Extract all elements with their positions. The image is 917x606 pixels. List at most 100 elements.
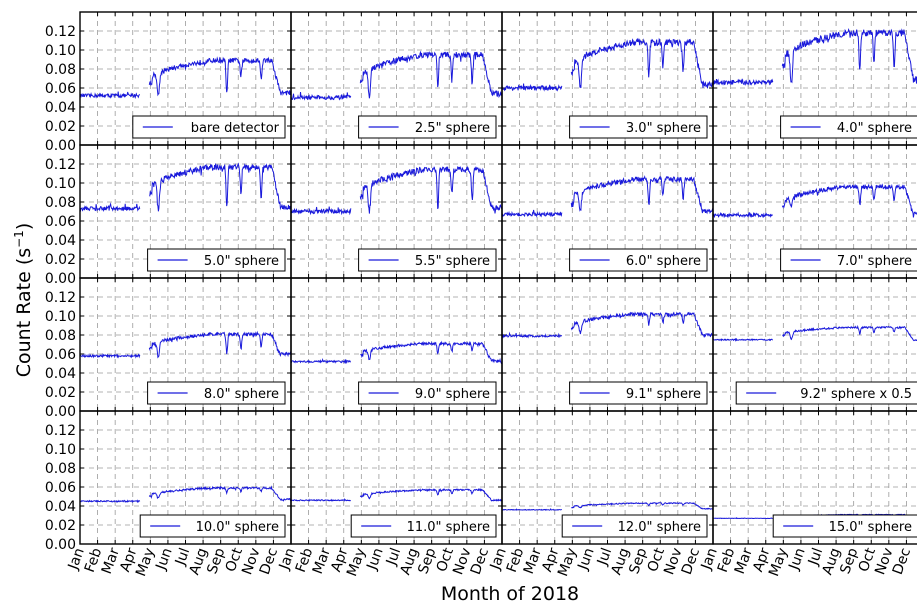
series-line-pre-gap xyxy=(501,209,563,218)
series-line-post-gap xyxy=(781,27,917,84)
series-line-pre-gap xyxy=(712,338,773,342)
x-tick-label: Jun xyxy=(364,546,387,573)
x-tick-label: Apr xyxy=(328,546,351,574)
legend-14: 11.0" sphere xyxy=(350,514,497,538)
y-axis-title: Count Rate (s−1) xyxy=(4,200,38,400)
legend-box xyxy=(569,115,708,139)
legend-7: 6.0" sphere xyxy=(569,248,708,272)
y-tick-label: 0.10 xyxy=(45,43,76,59)
y-tick-label: 0.02 xyxy=(45,252,76,268)
legend-box xyxy=(780,115,917,139)
y-tick-label: 0.04 xyxy=(45,100,76,116)
y-tick-label: 0.12 xyxy=(45,24,76,40)
legend-label: 3.0" sphere xyxy=(626,121,701,136)
legend-15: 12.0" sphere xyxy=(561,514,708,538)
legend-label: 9.0" sphere xyxy=(415,387,490,402)
legend-label: 9.1" sphere xyxy=(626,387,701,402)
svg-text:Count Rate (s−1): Count Rate (s−1) xyxy=(12,223,35,378)
legend-9: 8.0" sphere xyxy=(147,381,286,405)
series-line-pre-gap xyxy=(290,357,351,365)
y-tick-label: 0.08 xyxy=(45,461,76,477)
series-line-post-gap xyxy=(571,501,714,510)
series-line-pre-gap xyxy=(712,78,774,86)
legend-box xyxy=(358,248,497,272)
legend-box xyxy=(139,514,286,538)
y-axis-title-sup: −1 xyxy=(12,230,26,248)
series-line-pre-gap xyxy=(712,517,773,520)
legend-6: 5.5" sphere xyxy=(358,248,497,272)
legend-label: 5.0" sphere xyxy=(204,254,279,269)
legend-label: 8.0" sphere xyxy=(204,387,279,402)
series-line-post-gap xyxy=(782,324,917,342)
y-axis-title-close: ) xyxy=(13,223,35,230)
y-tick-label: 0.02 xyxy=(45,385,76,401)
series-line-pre-gap xyxy=(290,498,351,502)
legend-box xyxy=(772,514,917,538)
x-tick-label: Apr xyxy=(117,546,140,574)
series-line-pre-gap xyxy=(501,331,563,339)
y-tick-label: 0.06 xyxy=(45,81,76,97)
legend-label: 11.0" sphere xyxy=(407,520,490,535)
series-line-pre-gap xyxy=(79,91,140,100)
y-tick-label: 0.08 xyxy=(45,195,76,211)
y-tick-label: 0.06 xyxy=(45,347,76,363)
legend-4: 4.0" sphere xyxy=(780,115,917,139)
y-tick-label: 0.00 xyxy=(45,404,76,420)
legend-box xyxy=(569,381,708,405)
legend-box xyxy=(358,381,497,405)
series-line-pre-gap xyxy=(79,353,141,359)
series-line-post-gap xyxy=(359,487,503,502)
y-tick-label: 0.02 xyxy=(45,119,76,135)
x-tick-label: Jul xyxy=(805,546,826,568)
x-tick-label: Jan xyxy=(65,546,88,573)
series-line-pre-gap xyxy=(79,499,141,504)
x-tick-label: Jul xyxy=(383,546,404,568)
legend-box xyxy=(147,381,286,405)
legend-label: 15.0" sphere xyxy=(829,520,912,535)
legend-box xyxy=(735,381,917,405)
y-tick-label: 0.00 xyxy=(45,138,76,154)
legend-box xyxy=(132,115,286,139)
y-tick-label: 0.10 xyxy=(45,309,76,325)
x-tick-label: Jan xyxy=(276,546,299,573)
legend-label: 2.5" sphere xyxy=(415,121,490,136)
legend-label: bare detector xyxy=(191,121,280,136)
legend-box xyxy=(358,115,497,139)
series-line-pre-gap xyxy=(290,206,352,216)
y-tick-label: 0.04 xyxy=(45,499,76,515)
series-line-post-gap xyxy=(359,50,503,99)
panel-frame xyxy=(712,410,917,545)
legend-16: 15.0" sphere xyxy=(772,514,917,538)
y-tick-label: 0.08 xyxy=(45,62,76,78)
legend-box xyxy=(350,514,497,538)
legend-5: 5.0" sphere xyxy=(147,248,286,272)
series-line-post-gap xyxy=(570,37,714,89)
x-tick-label: Jan xyxy=(487,546,510,573)
x-tick-label: Jun xyxy=(575,546,598,573)
y-tick-label: 0.12 xyxy=(45,290,76,306)
series-line-post-gap xyxy=(570,311,714,339)
x-tick-label: Oct xyxy=(434,545,457,574)
legend-label: 9.2" sphere x 0.5 xyxy=(800,387,912,402)
x-tick-label: Jul xyxy=(594,546,615,568)
x-tick-label: Jun xyxy=(153,546,176,573)
legend-box xyxy=(780,248,917,272)
series-line-pre-gap xyxy=(712,211,773,219)
series-line-post-gap xyxy=(359,165,503,214)
y-tick-label: 0.00 xyxy=(45,271,76,287)
series-line-post-gap xyxy=(149,162,292,212)
legend-label: 10.0" sphere xyxy=(196,520,279,535)
y-tick-label: 0.04 xyxy=(45,366,76,382)
x-tick-label: Jun xyxy=(786,546,809,573)
legend-label: 7.0" sphere xyxy=(837,254,912,269)
legend-box xyxy=(561,514,708,538)
x-tick-label: Oct xyxy=(645,545,668,574)
legend-8: 7.0" sphere xyxy=(780,248,917,272)
x-tick-label: Jan xyxy=(698,546,721,573)
legend-label: 12.0" sphere xyxy=(618,520,701,535)
y-tick-label: 0.06 xyxy=(45,214,76,230)
y-tick-label: 0.06 xyxy=(45,480,76,496)
y-tick-label: 0.12 xyxy=(45,157,76,173)
series-line-pre-gap xyxy=(501,83,563,92)
